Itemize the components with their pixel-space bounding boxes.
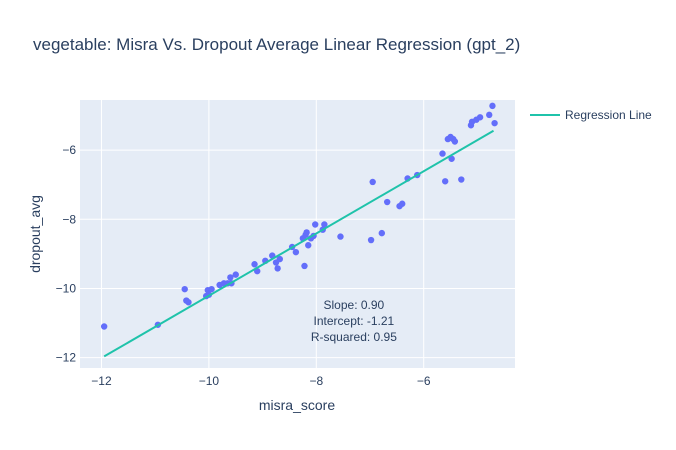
scatter-point[interactable] <box>378 229 386 237</box>
regression-line <box>103 129 495 358</box>
scatter-point[interactable] <box>181 285 188 293</box>
scatter-point[interactable] <box>439 150 446 157</box>
scatter-point[interactable] <box>337 233 344 240</box>
scatter-point[interactable] <box>321 221 328 228</box>
y-tick-label: −12 <box>56 351 77 365</box>
scatter-point[interactable] <box>208 285 215 293</box>
scatter-point[interactable] <box>312 221 319 228</box>
legend[interactable]: Regression Line <box>530 108 652 122</box>
annotation-r-squared: R-squared: 0.95 <box>311 330 397 344</box>
annotation-slope: Slope: 0.90 <box>324 298 385 312</box>
x-tick-label: −6 <box>417 374 431 388</box>
scatter-point[interactable] <box>476 114 484 121</box>
x-axis-title: misra_score <box>259 397 335 413</box>
y-tick-label: −8 <box>62 212 76 226</box>
scatter-point[interactable] <box>227 274 234 281</box>
scatter-point[interactable] <box>383 198 391 206</box>
scatter-point[interactable] <box>292 248 300 256</box>
scatter-point[interactable] <box>399 200 406 207</box>
y-tick-label: −6 <box>62 143 76 157</box>
scatter-point[interactable] <box>369 178 376 186</box>
plot-area <box>80 100 515 368</box>
y-axis-ticks: −12 −10 −8 −6 <box>56 143 77 364</box>
scatter-point[interactable] <box>458 176 465 183</box>
x-tick-label: −12 <box>91 374 112 388</box>
regression-stats-annotation: Slope: 0.90 Intercept: -1.21 R-squared: … <box>311 298 397 344</box>
scatter-point[interactable] <box>441 178 449 185</box>
scatter-point[interactable] <box>185 299 192 306</box>
y-tick-label: −10 <box>56 281 77 295</box>
chart-title: vegetable: Misra Vs. Dropout Average Lin… <box>33 35 520 54</box>
scatter-points <box>100 102 498 330</box>
scatter-point[interactable] <box>303 229 310 236</box>
legend-label-regression-line: Regression Line <box>565 108 652 122</box>
scatter-point[interactable] <box>448 155 455 162</box>
scatter-point[interactable] <box>486 111 493 119</box>
scatter-point[interactable] <box>276 255 283 263</box>
scatter-point[interactable] <box>301 262 308 270</box>
scatter-point[interactable] <box>251 261 258 268</box>
annotation-intercept: Intercept: -1.21 <box>314 314 395 328</box>
x-tick-label: −10 <box>199 374 220 388</box>
scatter-point[interactable] <box>100 323 108 330</box>
y-axis-title: dropout_avg <box>27 195 43 273</box>
scatter-point[interactable] <box>274 265 281 272</box>
scatter-point[interactable] <box>491 119 498 127</box>
scatter-point[interactable] <box>367 236 375 244</box>
scatter-point[interactable] <box>489 102 496 110</box>
scatter-point[interactable] <box>305 242 312 249</box>
scatter-point[interactable] <box>232 271 239 278</box>
scatter-point[interactable] <box>451 138 459 145</box>
x-axis-ticks: −12 −10 −8 −6 <box>91 374 431 388</box>
x-tick-label: −8 <box>309 374 323 388</box>
